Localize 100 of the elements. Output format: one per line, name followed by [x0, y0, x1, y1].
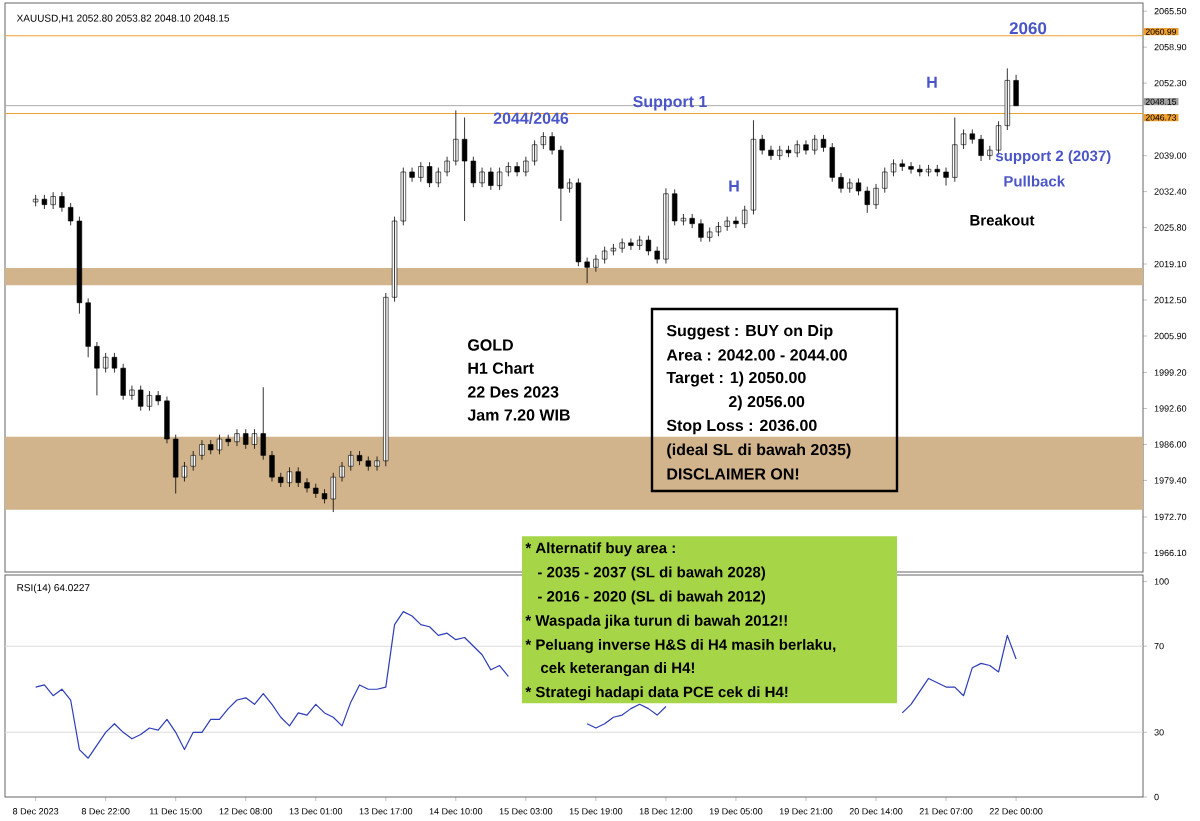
- annotation: * Strategi hadapi data PCE cek di H4!: [525, 686, 788, 701]
- candlestick: [829, 142, 835, 183]
- annotation: Jam 7.20 WIB: [467, 409, 570, 421]
- candlestick: [321, 488, 328, 504]
- candlestick: [278, 472, 284, 488]
- candlestick: [540, 131, 547, 150]
- y-tick-label: 2005.90: [1154, 332, 1187, 340]
- candlestick: [645, 235, 652, 256]
- candlestick: [777, 145, 783, 161]
- candlestick: [934, 164, 940, 177]
- annotation: H: [927, 76, 937, 88]
- annotation: Target : 1) 2050.00: [666, 371, 806, 387]
- x-tick-label: 8 Dec 2023: [13, 808, 59, 815]
- candlestick: [330, 472, 336, 513]
- y-tick-label: 2065.50: [1154, 8, 1187, 15]
- candlestick: [628, 238, 634, 251]
- candlestick: [680, 213, 687, 226]
- candlestick: [566, 178, 573, 194]
- y-tick-label: 1999.20: [1154, 369, 1187, 376]
- candlestick: [181, 461, 188, 482]
- text: RSI(14) 64.0227: [17, 583, 90, 594]
- y-tick-label: 70: [1154, 642, 1164, 650]
- candlestick: [619, 238, 625, 254]
- candlestick: [637, 235, 643, 251]
- candlestick: [435, 167, 441, 188]
- candlestick: [111, 352, 118, 373]
- annotation: Support 1: [633, 95, 707, 111]
- x-tick-label: 15 Dec 19:00: [569, 808, 623, 815]
- candlestick: [654, 246, 660, 264]
- annotation: DISCLAIMER ON!: [667, 468, 799, 480]
- candlestick: [899, 159, 905, 172]
- candlestick: [505, 161, 512, 177]
- candlestick: [243, 428, 249, 450]
- x-tick-label: 13 Dec 01:00: [289, 808, 343, 815]
- annotation: Breakout: [970, 214, 1035, 226]
- candlestick: [41, 194, 48, 210]
- candlestick: [348, 450, 354, 472]
- annotation: * Alternatif buy area :: [525, 542, 675, 557]
- annotation: Suggest : BUY on Dip: [666, 324, 833, 340]
- candlestick: [251, 428, 258, 450]
- x-tick-label: 11 Dec 15:00: [149, 808, 202, 815]
- y-tick-label: 100: [1154, 578, 1169, 585]
- y-tick-label: 1966.10: [1154, 549, 1187, 557]
- y-tick-label: 2058.90: [1154, 43, 1187, 51]
- annotation: cek keterangan di H4!: [540, 662, 695, 677]
- annotation: H: [729, 180, 739, 192]
- annotation: Pullback: [1004, 175, 1066, 187]
- candlestick: [890, 159, 897, 177]
- candlestick: [173, 434, 179, 494]
- ref-line-label: 2048.15: [1145, 98, 1177, 105]
- x-tick-label: 20 Dec 14:00: [849, 808, 903, 815]
- y-tick-label: 1992.60: [1154, 405, 1187, 412]
- candlestick: [470, 156, 476, 188]
- candlestick: [76, 216, 83, 315]
- candlestick: [120, 363, 126, 401]
- candlestick: [286, 466, 293, 488]
- candlestick: [400, 167, 406, 226]
- candlestick: [952, 117, 958, 183]
- candlestick: [855, 178, 862, 196]
- x-tick-label: 18 Dec 12:00: [639, 808, 693, 815]
- candlestick: [1004, 68, 1010, 131]
- candlestick: [155, 390, 161, 406]
- candlestick: [575, 178, 582, 267]
- annotation: * Peluang inverse H&S di H4 masih berlaku,: [525, 638, 836, 653]
- candlestick: [418, 161, 424, 183]
- x-tick-label: 14 Dec 10:00: [429, 808, 483, 815]
- y-tick-label: 2032.40: [1154, 188, 1187, 195]
- annotation: - 2035 - 2037 (SL di bawah 2028): [537, 566, 766, 581]
- y-tick-label: 1972.70: [1154, 513, 1187, 521]
- ref-line-label: 2060.99: [1145, 28, 1177, 35]
- candlestick: [356, 450, 363, 466]
- annotation: * Waspada jika turun di bawah 2012!!: [525, 614, 787, 629]
- x-tick-label: 8 Dec 22:00: [81, 808, 130, 815]
- annotation: Area : 2042.00 - 2044.00: [666, 349, 847, 361]
- candlestick: [820, 134, 827, 153]
- candlestick: [146, 390, 153, 412]
- candlestick: [812, 134, 818, 155]
- candlestick: [882, 167, 888, 194]
- x-tick-label: 15 Dec 03:00: [499, 808, 553, 815]
- candlestick: [724, 216, 730, 232]
- candlestick: [689, 213, 695, 229]
- candlestick: [190, 450, 196, 472]
- x-tick-label: 22 Dec 00:00: [989, 808, 1043, 815]
- candlestick: [864, 186, 870, 214]
- candlestick: [969, 129, 975, 145]
- candlestick: [847, 178, 853, 194]
- candlestick: [925, 164, 932, 177]
- candlestick: [742, 205, 748, 229]
- x-tick-label: 19 Dec 21:00: [779, 808, 833, 815]
- y-tick-label: 30: [1154, 729, 1164, 736]
- candlestick: [365, 456, 371, 472]
- candlestick: [488, 167, 494, 191]
- candlestick: [785, 145, 792, 158]
- candlestick: [383, 292, 389, 467]
- candlestick: [225, 434, 231, 447]
- x-tick-label: 13 Dec 17:00: [359, 808, 413, 815]
- candlestick: [759, 134, 765, 155]
- candlestick: [103, 352, 109, 373]
- annotation: support 2 (2037): [995, 150, 1111, 165]
- y-tick-label: 2012.50: [1154, 296, 1187, 304]
